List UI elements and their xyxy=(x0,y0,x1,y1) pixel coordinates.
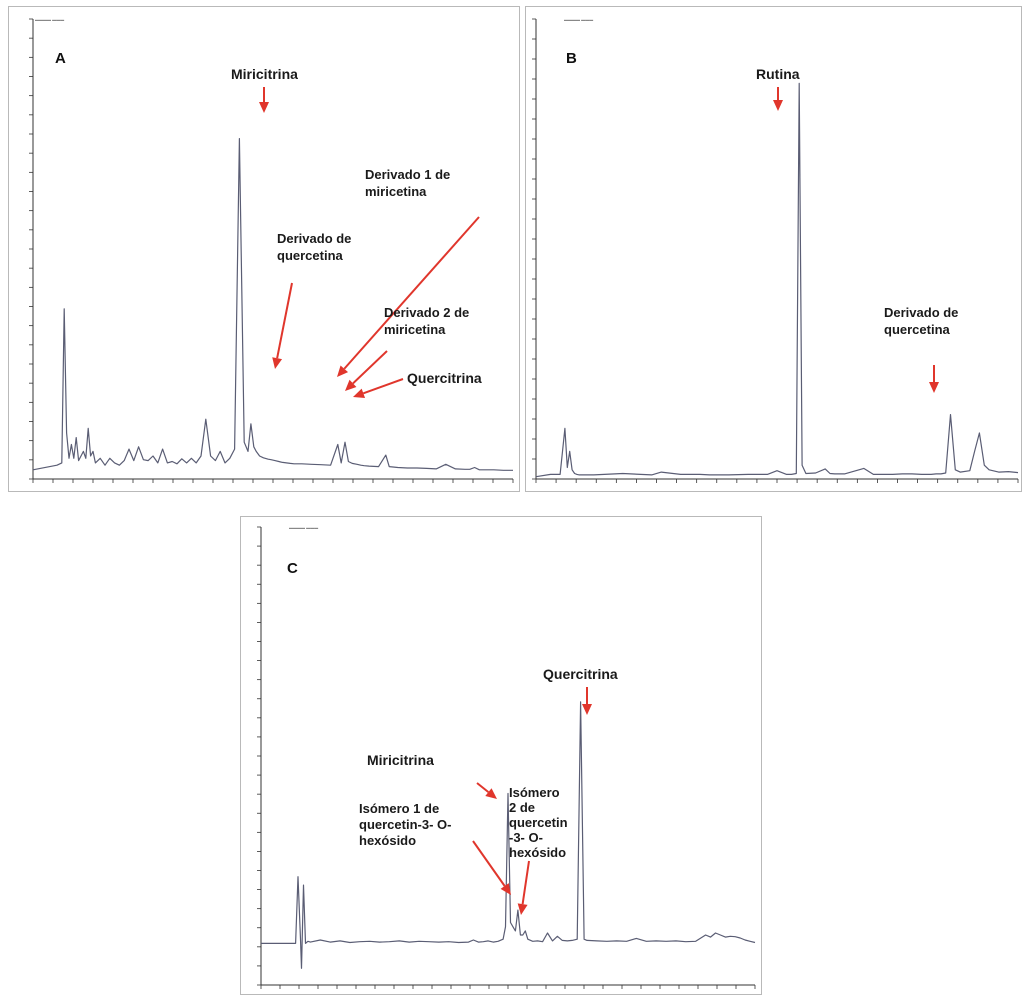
panel-c-header-mark: ▬▬▬▬ ▬▬▬ xyxy=(289,525,318,530)
arrow-b-0 xyxy=(773,87,783,111)
annotation-b-1-line-0: Derivado de xyxy=(884,305,958,320)
arrow-c-2 xyxy=(517,860,530,915)
annotation-c-0-line-0: Quercitrina xyxy=(543,666,618,682)
arrow-c-1 xyxy=(476,782,497,799)
trace-a-0 xyxy=(32,138,513,471)
chromatogram-c-svg: ▬▬▬▬ ▬▬▬ C Quercitrina Miricitrina Isómero… xyxy=(257,525,756,989)
annotation-a-2-line-1: miricetina xyxy=(365,184,427,199)
arrow-a-0 xyxy=(259,87,269,113)
annotation-a-1-line-0: Derivado de xyxy=(277,231,351,246)
annotation-c-2-line-4: hexósido xyxy=(509,845,566,860)
annotation-c-3-line-2: hexósido xyxy=(359,833,416,848)
panel-b-letter: B xyxy=(566,50,577,67)
annotation-c-2-line-3: -3- O- xyxy=(509,830,543,845)
chromatogram-a-svg: ▬▬▬▬ ▬▬▬ A Miricitrina Derivado de quercet… xyxy=(29,17,514,483)
annotation-b-0-line-0: Rutina xyxy=(756,66,800,82)
arrow-c-0 xyxy=(582,687,592,715)
arrow-b-1 xyxy=(929,365,939,393)
arrow-a-4 xyxy=(353,378,404,398)
annotation-c-2-line-1: 2 de xyxy=(509,800,535,815)
chromatogram-panel-c: ▬▬▬▬ ▬▬▬ C Quercitrina Miricitrina Isómero… xyxy=(240,516,762,995)
trace-c-0 xyxy=(261,701,756,969)
annotation-a-3-line-1: miricetina xyxy=(384,322,446,337)
chromatogram-panel-a: ▬▬▬▬ ▬▬▬ A Miricitrina Derivado de quercet… xyxy=(8,6,520,492)
panel-a-header-mark: ▬▬▬▬ ▬▬▬ xyxy=(35,17,64,22)
annotation-a-1-line-1: quercetina xyxy=(277,248,344,263)
arrow-a-2 xyxy=(337,216,480,377)
annotation-c-2-line-2: quercetin xyxy=(509,815,568,830)
annotation-a-0-line-0: Miricitrina xyxy=(231,66,298,82)
annotation-c-3-line-1: quercetin-3- O- xyxy=(359,817,451,832)
chromatogram-panel-b: ▬▬▬▬ ▬▬▬ B Rutina Derivado de quercetina xyxy=(525,6,1022,492)
annotation-a-3-line-0: Derivado 2 de xyxy=(384,305,469,320)
trace-b-0 xyxy=(535,82,1019,478)
annotation-c-3-line-0: Isómero 1 de xyxy=(359,801,439,816)
annotation-b-1-line-1: quercetina xyxy=(884,322,951,337)
arrow-c-3 xyxy=(472,840,511,895)
arrow-a-1 xyxy=(272,282,293,369)
annotation-a-2-line-0: Derivado 1 de xyxy=(365,167,450,182)
annotation-c-2-line-0: Isómero xyxy=(509,785,560,800)
arrow-a-3 xyxy=(345,350,388,391)
annotation-a-4-line-0: Quercitrina xyxy=(407,370,482,386)
panel-c-letter: C xyxy=(287,560,298,577)
annotation-c-1-line-0: Miricitrina xyxy=(367,752,434,768)
panel-a-letter: A xyxy=(55,50,66,67)
chromatogram-b-svg: ▬▬▬▬ ▬▬▬ B Rutina Derivado de quercetina xyxy=(532,17,1019,483)
panel-b-header-mark: ▬▬▬▬ ▬▬▬ xyxy=(564,17,593,22)
